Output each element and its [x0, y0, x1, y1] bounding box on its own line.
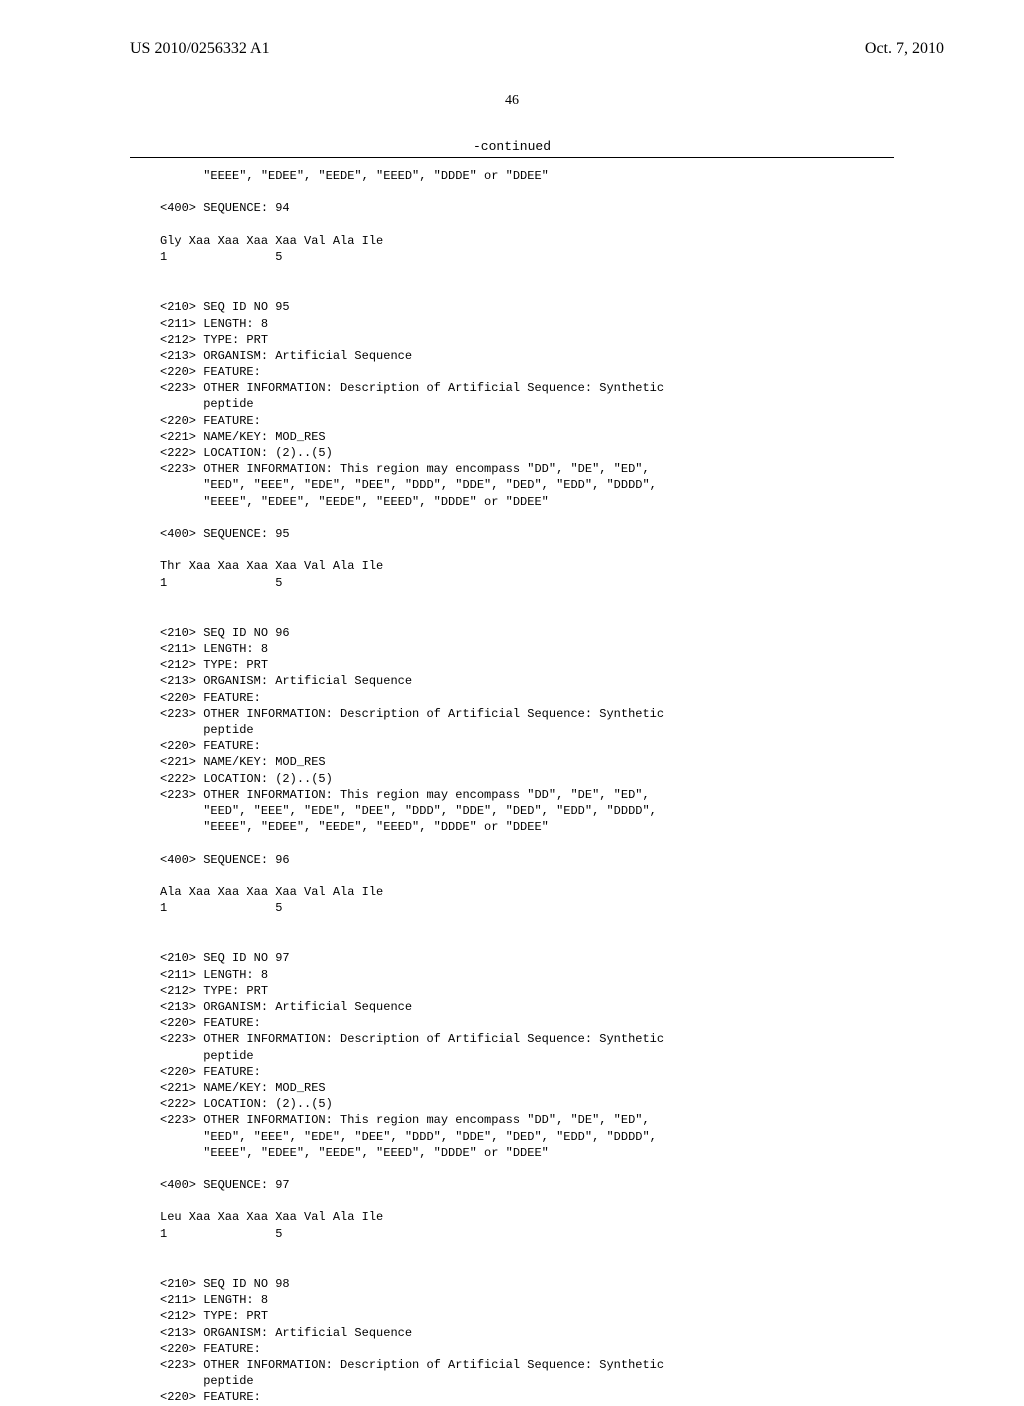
page-header: US 2010/0256332 A1 Oct. 7, 2010 [0, 0, 1024, 68]
sequence-block: <210> SEQ ID NO 97 <211> LENGTH: 8 <212>… [160, 950, 894, 1241]
sequence-listing-content: "EEEE", "EDEE", "EEDE", "EEED", "DDDE" o… [0, 158, 1024, 1406]
sequence-block: <210> SEQ ID NO 96 <211> LENGTH: 8 <212>… [160, 625, 894, 916]
sequence-block: "EEEE", "EDEE", "EEDE", "EEED", "DDDE" o… [160, 168, 894, 265]
sequence-block: <210> SEQ ID NO 95 <211> LENGTH: 8 <212>… [160, 299, 894, 590]
sequence-block: <210> SEQ ID NO 98 <211> LENGTH: 8 <212>… [160, 1276, 894, 1406]
continued-label: -continued [0, 139, 1024, 154]
publication-number: US 2010/0256332 A1 [130, 40, 270, 58]
publication-date: Oct. 7, 2010 [865, 40, 944, 58]
page-number: 46 [0, 93, 1024, 109]
